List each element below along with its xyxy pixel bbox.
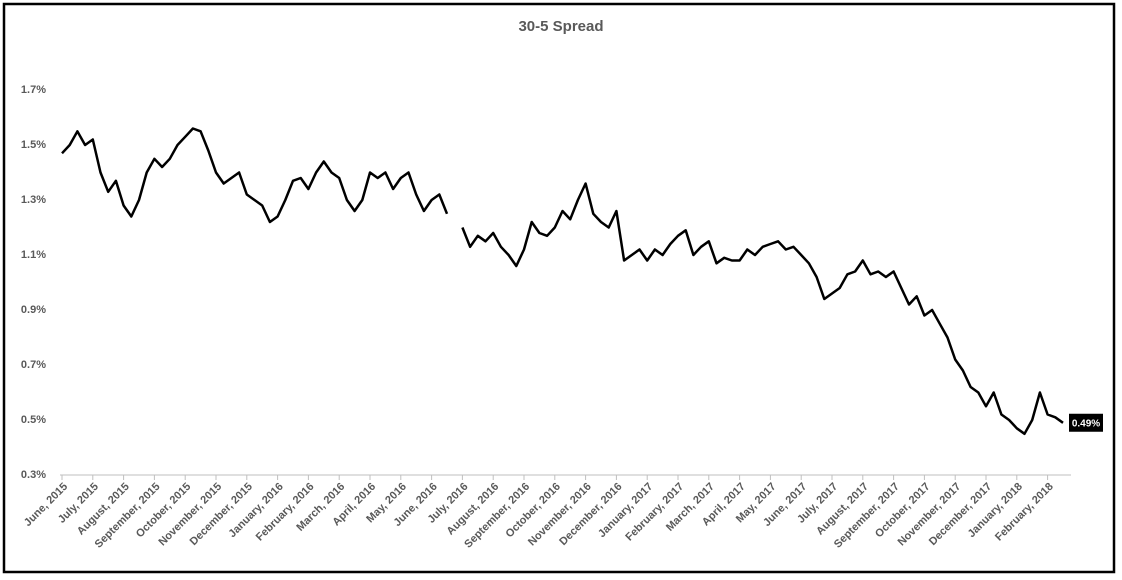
- y-tick-label: 1.1%: [21, 249, 46, 261]
- y-tick-label: 0.5%: [21, 414, 46, 426]
- y-tick-label: 1.7%: [21, 84, 46, 96]
- data-label-box: [1069, 413, 1103, 432]
- chart-title: 30-5 Spread: [518, 18, 603, 35]
- y-tick-label: 0.9%: [21, 304, 46, 316]
- data-label: 0.49%: [1072, 418, 1100, 429]
- line: [61, 127, 1064, 436]
- y-tick-label: 0.3%: [21, 469, 46, 481]
- chart-border: [2, 2, 1116, 574]
- data-label-group: 0.49%: [1069, 413, 1103, 432]
- y-tick-label: 0.7%: [21, 359, 46, 371]
- y-tick-label: 1.3%: [21, 194, 46, 206]
- y-tick-label: 1.5%: [21, 139, 46, 151]
